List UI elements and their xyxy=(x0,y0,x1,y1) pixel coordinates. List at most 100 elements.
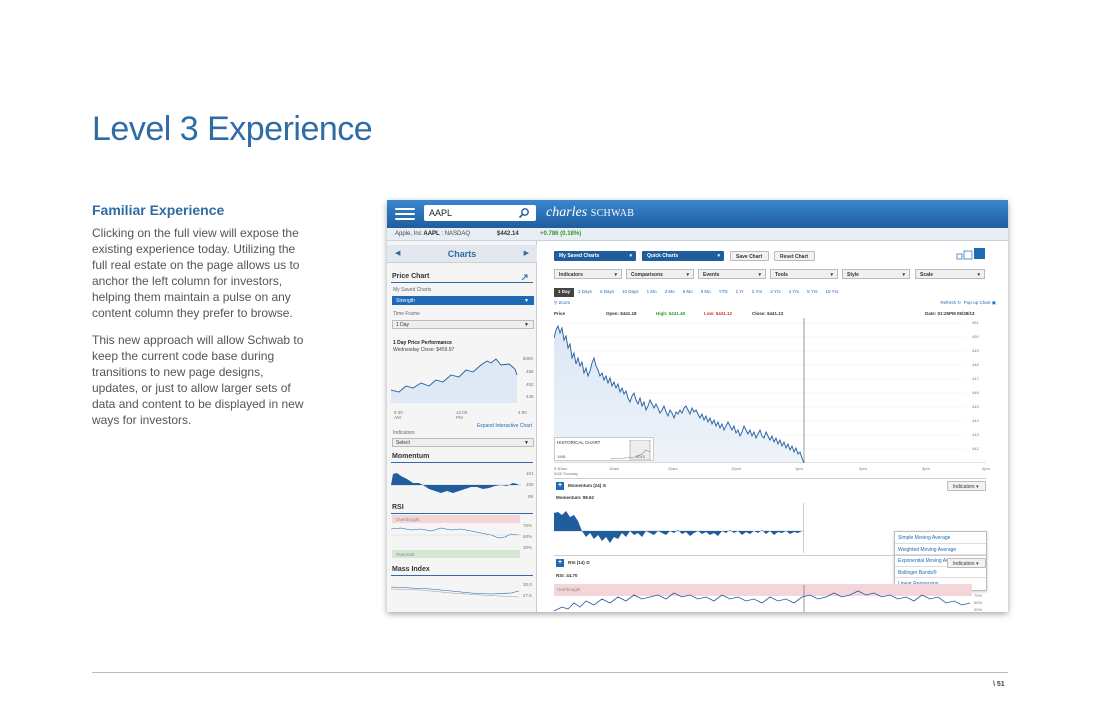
divider xyxy=(391,282,533,283)
my-saved-charts-button[interactable]: My Saved Charts ▾ xyxy=(554,251,636,261)
chevron-down-icon: ▾ xyxy=(629,253,632,259)
tab-1-yr[interactable]: 1 Yr xyxy=(735,289,744,294)
symbol-search-input[interactable] xyxy=(429,207,514,219)
add-indicator-icon[interactable]: + xyxy=(556,559,564,567)
oversold-band: Oversold xyxy=(392,550,520,558)
mini-y-tick: $460 xyxy=(523,356,534,361)
menu-item-ema[interactable]: Exponential Moving Average xyxy=(895,555,986,567)
charts-header-title: Charts xyxy=(447,249,477,259)
time-frame-label: Time Frame xyxy=(393,311,420,317)
chevron-down-icon: ▾ xyxy=(976,484,979,490)
y-tick: 447 xyxy=(972,376,979,381)
tab-3-mo[interactable]: 3 Mo xyxy=(664,289,675,294)
tab-ytd[interactable]: YTD xyxy=(718,289,728,294)
tab-6-mo[interactable]: 6 Mo xyxy=(682,289,693,294)
chevron-down-icon: ▾ xyxy=(902,272,905,278)
comparisons-dropdown[interactable]: Comparisons ▾ xyxy=(626,269,694,279)
prev-arrow-icon[interactable]: ◀ xyxy=(395,250,401,257)
chevron-down-icon: ▾ xyxy=(977,272,980,278)
y-tick: 448 xyxy=(972,362,979,367)
rsi-indicators-button[interactable]: Indicators ▾ xyxy=(947,558,986,568)
divider xyxy=(391,462,533,463)
schwab-charts-app: charles SCHWAB Apple, Inc AAPL : NASDAQ … xyxy=(387,200,1008,612)
zoom-button[interactable]: ⚲ Zoom xyxy=(554,300,571,305)
tab-3-yrs[interactable]: 3 Yrs xyxy=(770,289,781,294)
tab-1-day[interactable]: 1 Day xyxy=(554,288,575,297)
refresh-link[interactable]: Refresh xyxy=(940,300,957,305)
tab-9-mo[interactable]: 9 Mo xyxy=(700,289,711,294)
rsi-tick: 50% xyxy=(523,534,533,539)
rsi-line xyxy=(554,590,971,612)
tab-2-yrs[interactable]: 2 Yrs xyxy=(751,289,763,294)
perf-subtitle: Wednesday Close: $459.97 xyxy=(393,347,455,353)
menu-item-sma[interactable]: Simple Moving Average xyxy=(895,532,986,544)
mini-x-tick: 9:30 AM xyxy=(394,410,403,420)
expand-icon[interactable] xyxy=(521,274,528,281)
chevron-down-icon: ▼ xyxy=(524,440,529,446)
time-frame-select[interactable]: 1 Day ▼ xyxy=(392,320,534,329)
save-chart-button[interactable]: Save Chart xyxy=(730,251,769,261)
y-tick: 442 xyxy=(972,446,979,451)
menu-item-wma[interactable]: Weighted Moving Average xyxy=(895,544,986,555)
tab-4-yrs[interactable]: 4 Yrs xyxy=(788,289,800,294)
quick-charts-button[interactable]: Quick Charts ▾ xyxy=(642,251,724,261)
settings-icon[interactable]: ⊙ xyxy=(602,483,607,488)
scale-dropdown[interactable]: Scale ▾ xyxy=(915,269,985,279)
indicators-dropdown[interactable]: Indicators ▾ xyxy=(554,269,622,279)
indicators-select[interactable]: Select ▼ xyxy=(392,438,534,447)
chevron-down-icon: ▾ xyxy=(976,561,979,567)
x-tick: 1pm xyxy=(795,466,803,471)
mini-x-tick: 12:00 PM xyxy=(456,410,468,420)
search-icon[interactable] xyxy=(518,207,530,219)
chevron-down-icon: ▾ xyxy=(830,272,833,278)
expand-chart-link[interactable]: Expand Interactive Chart xyxy=(476,423,532,429)
rsi-line xyxy=(391,527,520,539)
search-box xyxy=(424,205,536,221)
historical-chart-navigator[interactable]: HISTORICAL CHART 1981 2013 xyxy=(554,437,654,461)
section-heading: Familiar Experience xyxy=(92,202,225,218)
tab-5-yrs[interactable]: 5 Yrs xyxy=(807,289,818,294)
layout-toggle-icon[interactable] xyxy=(956,248,988,262)
tab-10-days[interactable]: 10 Days xyxy=(622,289,639,294)
tab-5-days[interactable]: 5 Days xyxy=(600,289,615,294)
high-value: High: $441.48 xyxy=(656,311,686,316)
popup-chart-link[interactable]: Pop-up Chart xyxy=(963,300,991,305)
style-dropdown[interactable]: Style ▾ xyxy=(842,269,910,279)
intro-paragraph: Clicking on the full view will expose th… xyxy=(92,226,300,320)
reset-chart-button[interactable]: Reset Chart xyxy=(774,251,815,261)
momentum-title: Momentum xyxy=(392,453,430,460)
menu-icon[interactable] xyxy=(395,208,415,220)
momentum-indicators-button[interactable]: Indicators ▾ xyxy=(947,481,986,491)
price-chart-title: Price Chart xyxy=(392,273,430,280)
saved-charts-select[interactable]: Strength ▼ xyxy=(392,296,534,305)
charts-header: ◀ Charts ▶ xyxy=(387,245,537,263)
top-bar: charles SCHWAB xyxy=(387,200,1008,228)
chevron-down-icon: ▾ xyxy=(686,272,689,278)
left-column: ◀ Charts ▶ Price Chart My Saved Charts S… xyxy=(387,241,537,612)
menu-item-bollinger[interactable]: Bollinger Bands® xyxy=(895,567,986,578)
x-tick: 3pm xyxy=(922,466,930,471)
tools-dropdown[interactable]: Tools ▾ xyxy=(770,269,838,279)
mass-tick: 30.0 xyxy=(523,582,532,587)
tab-1-mo[interactable]: 1 Mo xyxy=(646,289,657,294)
tab-3-days[interactable]: 3 Days xyxy=(578,289,593,294)
rsi-title: RSI xyxy=(392,504,404,511)
momentum-tick: 101 xyxy=(526,471,534,476)
settings-icon[interactable]: ⊙ xyxy=(586,560,590,565)
mini-momentum-chart xyxy=(391,473,521,493)
perf-title: 1 Day Price Performance xyxy=(393,340,452,346)
rsi-tick: 50% xyxy=(974,600,983,605)
last-price: $442.14 xyxy=(497,231,519,237)
main-chart-area: My Saved Charts ▾ Quick Charts ▾ Save Char… xyxy=(537,241,1008,612)
events-dropdown[interactable]: Events ▾ xyxy=(698,269,766,279)
price-line xyxy=(554,324,805,463)
popup-icon: ▣ xyxy=(991,300,996,305)
tab-10-yrs[interactable]: 10 Yrs xyxy=(825,289,839,294)
footer-divider xyxy=(92,672,1008,673)
timeframe-tabs: 1 Day 3 Days 5 Days 10 Days 1 Mo 3 Mo 6 … xyxy=(554,288,842,297)
mini-y-tick: 452 xyxy=(526,382,534,387)
x-tick: 4pm xyxy=(982,466,990,471)
next-arrow-icon[interactable]: ▶ xyxy=(523,250,529,257)
divider xyxy=(391,513,533,514)
add-indicator-icon[interactable]: + xyxy=(556,482,564,490)
